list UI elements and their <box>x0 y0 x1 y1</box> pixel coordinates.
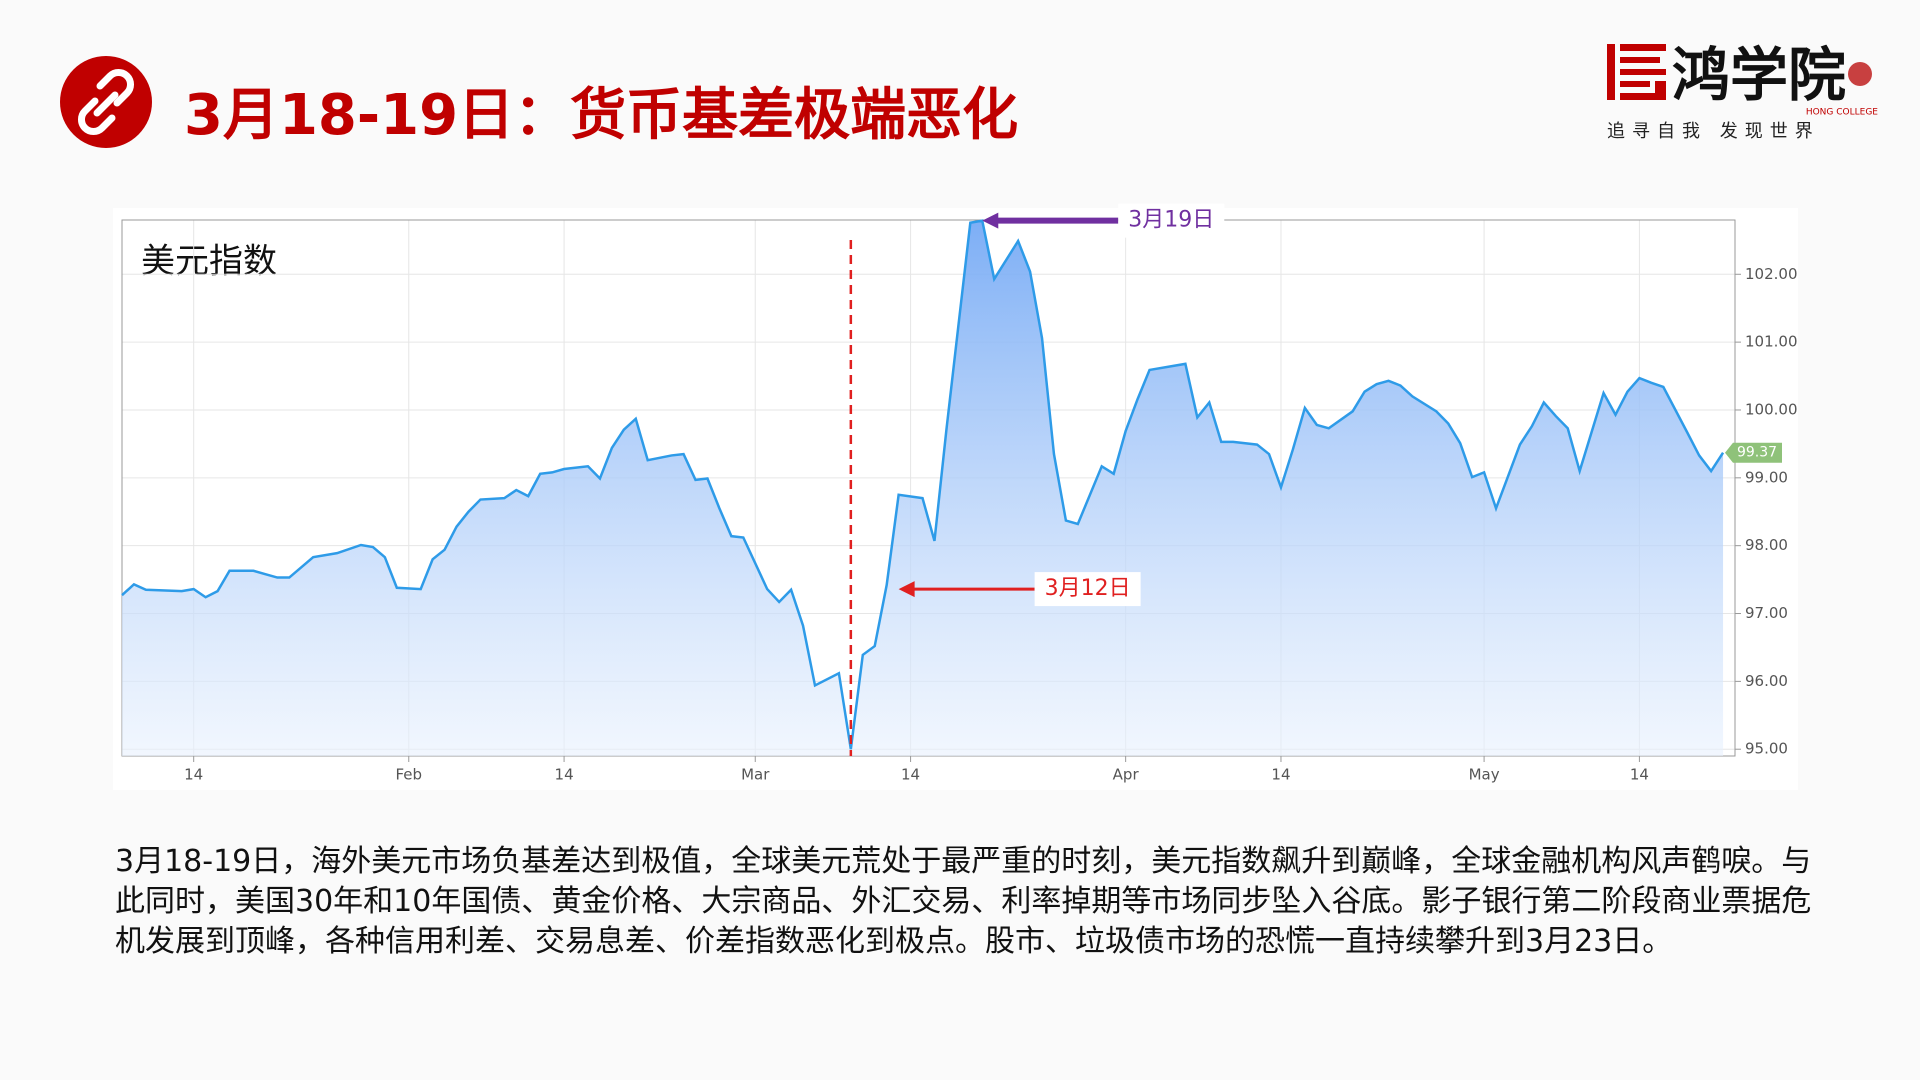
last-value-flag <box>1725 442 1782 463</box>
annotation-label: 3月12日 <box>1045 576 1131 601</box>
y-tick-label: 96.00 <box>1745 672 1788 690</box>
y-tick-label: 99.00 <box>1745 468 1788 486</box>
body-text: 3月18-19日，海外美元市场负基差达到极值，全球美元荒处于最严重的时刻，美元指… <box>115 844 1812 959</box>
logo-english: HONG COLLEGE <box>1806 108 1878 118</box>
y-tick-label: 100.00 <box>1745 400 1798 418</box>
x-tick-label: 14 <box>184 766 203 784</box>
annotation-label: 3月19日 <box>1128 208 1214 233</box>
last-value-label: 99.37 <box>1737 445 1777 461</box>
y-tick-label: 95.00 <box>1745 740 1788 758</box>
logo-name: 鸿学院 <box>1672 41 1846 109</box>
x-tick-label: Mar <box>741 766 770 784</box>
arrow-head <box>982 212 999 229</box>
x-tick-label: 14 <box>901 766 920 784</box>
line <box>121 219 1725 750</box>
x-tick-label: 14 <box>1271 766 1290 784</box>
chart-title: 美元指数 <box>141 242 277 282</box>
y-tick-label: 98.00 <box>1745 536 1788 554</box>
logo-seal <box>1848 62 1872 86</box>
x-tick-label: May <box>1469 766 1500 784</box>
x-tick-label: 14 <box>1630 766 1649 784</box>
arrow-head <box>898 581 915 598</box>
slide-title: 3月18-19日：货币基差极端恶化 <box>184 83 1019 148</box>
link-glyph <box>78 69 134 135</box>
x-tick-label: Feb <box>395 766 422 784</box>
annotation-box <box>1118 203 1225 238</box>
x-tick-label: Apr <box>1113 766 1140 784</box>
x-tick-label: 14 <box>555 766 574 784</box>
area <box>122 220 1724 757</box>
logo-slogan: 追寻自我 发现世界 <box>1607 121 1820 142</box>
logo-mark <box>1607 44 1666 100</box>
y-tick-label: 97.00 <box>1745 604 1788 622</box>
annotation-box <box>1034 572 1141 607</box>
y-tick-label: 101.00 <box>1745 333 1798 351</box>
y-tick-label: 102.00 <box>1745 265 1798 283</box>
